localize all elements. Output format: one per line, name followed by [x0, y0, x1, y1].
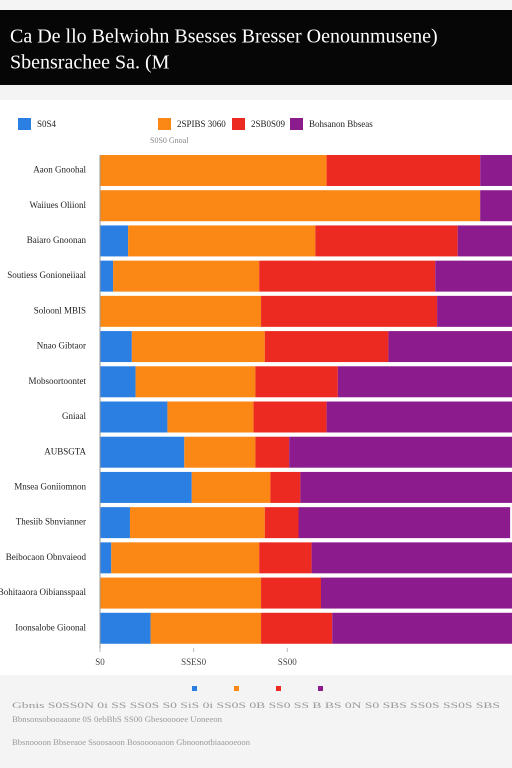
- bar-segment: [184, 436, 256, 468]
- bar-segment: [311, 542, 512, 574]
- bar-segment: [480, 190, 512, 222]
- bar-segment: [264, 507, 299, 539]
- bar-segment: [388, 331, 512, 363]
- bar-segment: [128, 225, 316, 257]
- legend-swatch-small: [234, 686, 239, 691]
- y-tick-label: Bohitaaora Oibiansspaal: [0, 587, 86, 597]
- bar-segment: [315, 225, 458, 257]
- bar-segment: [100, 436, 185, 468]
- bar-segment: [129, 507, 265, 539]
- y-tick-label: Beibocaon Obnvaieod: [6, 552, 87, 562]
- bar-segment: [289, 436, 512, 468]
- y-tick-label: Mobsoortoontet: [29, 376, 87, 386]
- bar-segment: [326, 401, 512, 433]
- bar-segment: [100, 401, 168, 433]
- bar-segment: [100, 471, 192, 503]
- bar-segment: [150, 612, 262, 644]
- y-tick-label: AUBSGTA: [44, 446, 86, 456]
- y-tick-label: Baiaro Gnoonan: [27, 235, 87, 245]
- y-tick-label: Thesiib Sbnvianner: [16, 517, 86, 527]
- legend-swatch: [18, 118, 31, 130]
- bar-segment: [437, 295, 512, 327]
- legend-label: 2SPIBS 3060: [177, 119, 226, 129]
- y-tick-label: Ioonsalobe Gioonal: [15, 622, 86, 632]
- bar-segment: [332, 612, 512, 644]
- bar-segment: [100, 577, 262, 609]
- y-tick-label: Gniaal: [62, 411, 86, 421]
- legend-label: Bohsanon Bbseas: [309, 119, 373, 129]
- bar-segment: [261, 577, 321, 609]
- bar-segment: [100, 507, 130, 539]
- bar-segment: [100, 542, 112, 574]
- axis-note: S0S0 Gnoal: [150, 136, 189, 145]
- bar-segment: [100, 155, 327, 186]
- bar-segment: [270, 471, 301, 503]
- legend-swatch-small: [318, 686, 323, 691]
- y-tick-label: Nnao Gibtaor: [37, 341, 86, 351]
- y-tick-label: Aaon Gnoohal: [33, 165, 86, 175]
- bar-segment: [259, 542, 312, 574]
- bar-segment: [326, 155, 481, 186]
- bar-segment: [261, 612, 333, 644]
- y-tick-label: Mnsea Goniiomnon: [14, 481, 86, 491]
- bar-segment: [100, 190, 481, 222]
- bar-segment: [255, 436, 290, 468]
- footnote: Bbsnoooon Bbseeaoe Ssoosaoon Bosooooaoon…: [12, 738, 250, 747]
- bar-segment: [264, 331, 389, 363]
- bar-segment: [111, 542, 260, 574]
- bar-segment: [100, 331, 132, 363]
- bar-segment: [298, 507, 511, 539]
- x-tick-label: SS00: [278, 657, 298, 667]
- bar-segment: [457, 225, 512, 257]
- y-tick-label: Waiiues Oliionl: [29, 200, 86, 210]
- bar-segment: [100, 295, 262, 327]
- bar-segment: [259, 260, 436, 292]
- bar-segment: [167, 401, 254, 433]
- bar-segment: [100, 612, 151, 644]
- bar-segment: [255, 366, 338, 398]
- legend-label: 2SB0S09: [251, 119, 286, 129]
- header-band: [0, 10, 512, 85]
- bar-segment: [113, 260, 260, 292]
- bar-segment: [131, 331, 265, 363]
- legend-swatch: [232, 118, 245, 130]
- chart-title: Ca De llo Belwiohn Bsesses Bresser Oenou…: [10, 26, 438, 48]
- y-tick-label: Soloonl MBIS: [34, 305, 86, 315]
- bar-segment: [100, 260, 114, 292]
- bar-segment: [480, 155, 512, 186]
- bar-segment: [191, 471, 271, 503]
- bar-segment: [435, 260, 512, 292]
- legend-swatch-small: [276, 686, 281, 691]
- bar-segment: [135, 366, 256, 398]
- bar-segment: [100, 225, 129, 257]
- footnote: Gbnis S0SS0N 0i SS SS0S S0 SiS 0i SS0S 0…: [12, 701, 500, 710]
- x-tick-label: S0: [95, 657, 105, 667]
- bar-segment: [337, 366, 512, 398]
- bar-segment: [261, 295, 438, 327]
- legend-label: S0S4: [37, 119, 57, 129]
- x-tick-label: SSES0: [181, 657, 207, 667]
- footnote: Bbnsonsobooaaone 0S 0ebBbS SS00 Gbesoooo…: [12, 715, 222, 724]
- bar-segment: [300, 471, 512, 503]
- bar-segment: [253, 401, 327, 433]
- legend-swatch: [290, 118, 303, 130]
- bar-segment: [320, 577, 512, 609]
- y-tick-label: Soutiess Gonioneiiaal: [7, 270, 86, 280]
- bar-segment: [100, 366, 136, 398]
- legend-swatch: [158, 118, 171, 130]
- legend-swatch-small: [192, 686, 197, 691]
- chart-subtitle: Sbensrachee Sa. (M: [10, 52, 170, 74]
